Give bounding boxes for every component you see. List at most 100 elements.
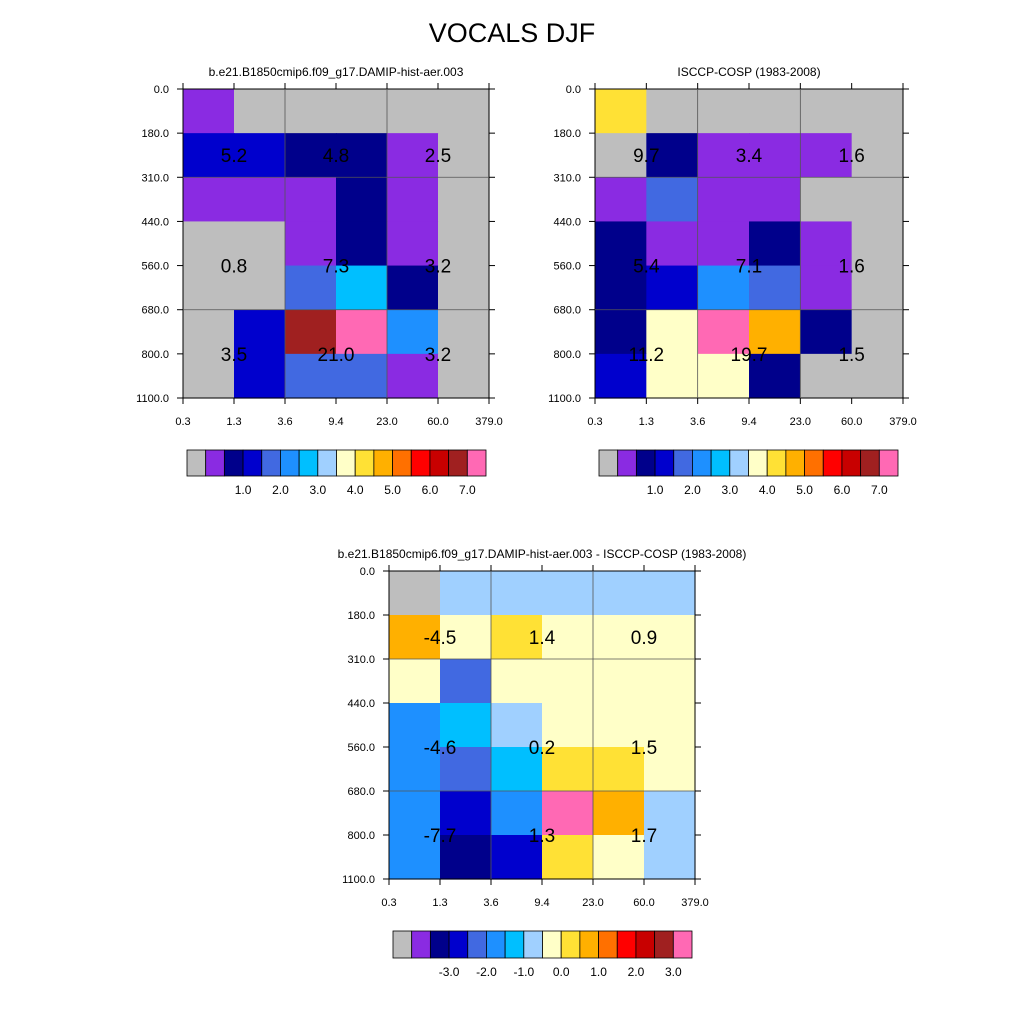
histogram-cell: [644, 615, 696, 660]
histogram-cell: [646, 309, 699, 355]
histogram-cell: [697, 265, 750, 311]
histogram-cell: [646, 221, 699, 267]
y-tick-label: 680.0: [553, 305, 581, 317]
histogram-cell: [389, 791, 441, 836]
histogram-cell: [595, 265, 647, 311]
histogram-cell: [285, 133, 337, 178]
histogram-cell: [183, 177, 235, 223]
histogram-cell: [851, 133, 904, 178]
histogram-cell: [438, 177, 490, 223]
colorbar-swatch: [766, 449, 787, 477]
histogram-cell: [491, 615, 543, 660]
histogram-cell: [234, 221, 286, 267]
histogram-cell: [593, 703, 645, 748]
histogram-cell: [336, 133, 388, 178]
histogram-cell: [336, 309, 388, 355]
colorbar-swatch: [411, 930, 431, 959]
colorbar-swatch: [692, 449, 712, 477]
histogram-panel-1: 0.3 1.3 3.6 9.4 23.0 60.0 379.0 0.0 180.0 310.0 44…: [136, 65, 503, 497]
block-value-label: 0.9: [631, 628, 657, 649]
histogram-cell: [336, 353, 388, 399]
histogram-cell: [851, 177, 904, 223]
histogram-cell: [387, 265, 439, 311]
x-tick-label: 0.3: [587, 416, 602, 428]
colorbar-swatch: [467, 930, 487, 959]
histogram-cell: [697, 177, 750, 223]
histogram-cell: [285, 89, 337, 134]
histogram-cell: [491, 791, 543, 836]
y-tick-label: 800.0: [347, 830, 375, 842]
histogram-cell: [644, 747, 696, 792]
colorbar-label: 2.0: [684, 483, 701, 497]
block-value-label: 7.1: [736, 257, 762, 278]
x-tick-label: 3.6: [690, 416, 705, 428]
histogram-cell: [234, 265, 286, 311]
colorbar-swatch: [672, 930, 693, 959]
block-value-label: 1.5: [838, 345, 864, 366]
block-value-label: 0.2: [529, 738, 555, 759]
histogram-cell: [234, 309, 286, 355]
block-value-label: 3.5: [221, 345, 247, 366]
histogram-cell: [595, 89, 647, 134]
histogram-cell: [749, 221, 801, 267]
colorbar-swatch: [429, 449, 450, 477]
histogram-cell: [387, 177, 439, 223]
colorbar-swatch: [635, 449, 656, 477]
histogram-cell: [440, 835, 492, 880]
block-value-label: 19.7: [731, 345, 768, 366]
histogram-cell: [749, 177, 801, 223]
histogram-cell: [542, 835, 594, 880]
colorbar-swatch: [598, 930, 618, 959]
colorbar-swatch: [748, 449, 768, 477]
histogram-cell: [491, 835, 543, 880]
histogram-cell: [387, 309, 439, 355]
x-tick-label: 0.3: [381, 897, 396, 909]
histogram-cell: [800, 89, 853, 134]
colorbar-swatch: [878, 449, 899, 477]
colorbar-swatch: [654, 449, 675, 477]
histogram-cell: [438, 353, 490, 399]
block-value-label: 0.8: [221, 257, 247, 278]
colorbar-label: 3.0: [665, 965, 682, 979]
block-value-label: 1.6: [838, 257, 864, 278]
histogram-cell: [542, 791, 594, 836]
colorbar-label: -3.0: [439, 965, 460, 979]
histogram-cell: [491, 571, 543, 616]
histogram-cell: [851, 221, 904, 267]
histogram-cell: [387, 89, 439, 134]
colorbar-swatch: [261, 449, 281, 477]
block-value-label: 11.2: [629, 345, 665, 366]
colorbar-label: 4.0: [759, 483, 776, 497]
histogram-cell: [438, 133, 490, 178]
histogram-cell: [440, 747, 492, 792]
y-tick-label: 310.0: [141, 172, 169, 184]
figure-title: VOCALS DJF: [428, 18, 596, 48]
histogram-cell: [644, 571, 696, 616]
colorbar-label: 1.0: [647, 483, 664, 497]
histogram-cell: [749, 265, 801, 311]
y-tick-label: 680.0: [141, 305, 169, 317]
histogram-cell: [697, 353, 750, 399]
colorbar-swatch: [617, 449, 637, 477]
colorbar-label: 5.0: [796, 483, 813, 497]
y-tick-label: 680.0: [347, 786, 375, 798]
block-value-label: 1.4: [529, 628, 556, 649]
histogram-cell: [644, 791, 696, 836]
histogram-cell: [749, 309, 801, 355]
histogram-cell: [389, 747, 441, 792]
histogram-cell: [440, 659, 492, 704]
histogram-cell: [646, 353, 699, 399]
block-value-label: 1.5: [631, 738, 657, 759]
x-tick-label: 3.6: [483, 897, 498, 909]
histogram-cell: [851, 309, 904, 355]
y-tick-label: 180.0: [141, 128, 169, 140]
histogram-cell: [389, 615, 441, 660]
histogram-cell: [183, 353, 235, 399]
histogram-cell: [438, 309, 490, 355]
block-value-label: 4.8: [323, 146, 349, 167]
histogram-cell: [646, 133, 699, 178]
histogram-cell: [595, 221, 647, 267]
histogram-cell: [336, 265, 388, 311]
colorbar-swatch: [392, 930, 413, 959]
